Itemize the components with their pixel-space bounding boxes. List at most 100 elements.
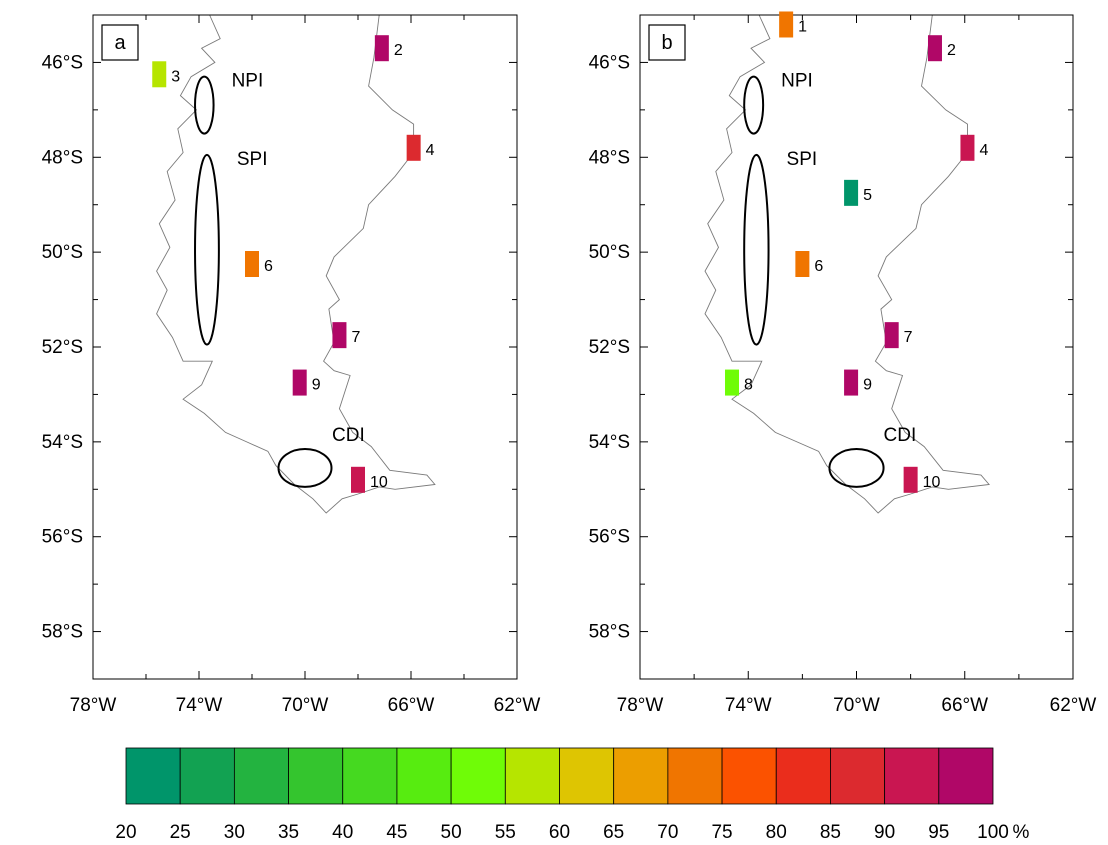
icefield-spi-outline (743, 153, 770, 346)
lat-label: 56°S (589, 527, 630, 548)
station-4-label: 4 (426, 142, 435, 159)
station-9-label: 9 (312, 377, 321, 394)
map-frame (639, 14, 1074, 680)
colorbar-swatch (233, 747, 289, 805)
colorbar-swatch (667, 747, 723, 805)
lat-label: 58°S (589, 622, 630, 643)
colorbar-tick-label: 75 (711, 822, 732, 843)
colorbar-tick-label: 45 (386, 822, 407, 843)
colorbar-swatch (288, 747, 344, 805)
station-10-marker (351, 466, 365, 493)
station-6-label: 6 (264, 258, 273, 275)
colorbar-swatch (775, 747, 831, 805)
icefield-cdi-outline (828, 447, 885, 488)
station-1-marker (779, 11, 794, 38)
lon-label: 62°W (494, 695, 541, 716)
station-8-label: 8 (744, 377, 753, 394)
colorbar-tick-label: 100 (977, 822, 1009, 843)
map-frame (92, 14, 518, 680)
station-3-marker (152, 61, 167, 88)
station-7-label: 7 (904, 329, 913, 346)
colorbar-swatch (504, 747, 560, 805)
colorbar-tick-label: 60 (549, 822, 570, 843)
lon-label: 78°W (617, 695, 664, 716)
icefield-npi-outline (194, 75, 215, 135)
station-9-label: 9 (863, 377, 872, 394)
lon-label: 74°W (176, 695, 223, 716)
coastline (156, 14, 436, 514)
colorbar-swatch (938, 747, 994, 805)
colorbar-tick-label: 85 (820, 822, 841, 843)
lat-label: 46°S (589, 52, 630, 73)
lon-label: 74°W (725, 695, 772, 716)
icefield-cdi-label: CDI (332, 425, 365, 446)
icefield-npi-outline (743, 75, 765, 135)
icefield-npi-label: NPI (781, 71, 813, 92)
lat-label: 54°S (42, 432, 83, 453)
colorbar-swatch (613, 747, 669, 805)
colorbar-tick-label: 50 (441, 822, 462, 843)
colorbar-tick-label: 40 (332, 822, 353, 843)
station-10-marker (903, 466, 918, 493)
lon-label: 70°W (282, 695, 329, 716)
icefield-spi-label: SPI (237, 149, 268, 170)
lat-label: 58°S (42, 622, 83, 643)
colorbar-tick-label: 25 (170, 822, 191, 843)
station-7-label: 7 (351, 329, 360, 346)
colorbar: 20 25 30 35 40 45 50 55 60 65 70 75 80 85 90 95 100% (115, 747, 1030, 843)
station-9-marker (844, 369, 859, 396)
station-4-marker (406, 134, 421, 161)
colorbar-swatch (830, 747, 886, 805)
station-4-marker (960, 134, 975, 161)
colorbar-swatch (179, 747, 235, 805)
station-7-marker (884, 322, 899, 349)
station-4-label: 4 (979, 142, 988, 159)
lat-label: 50°S (589, 242, 630, 263)
lat-label: 48°S (42, 147, 83, 168)
lon-label: 70°W (833, 695, 880, 716)
station-2-label: 2 (947, 42, 956, 59)
station-3-label: 3 (171, 68, 180, 85)
lon-label: 66°W (941, 695, 988, 716)
lat-label: 52°S (42, 337, 83, 358)
coastline (704, 14, 990, 514)
panel-label-box (101, 24, 139, 61)
station-6-marker (795, 251, 810, 277)
colorbar-unit: % (1013, 822, 1030, 843)
colorbar-swatch (450, 747, 506, 805)
colorbar-tick-label: 35 (278, 822, 299, 843)
colorbar-tick-label: 95 (928, 822, 949, 843)
icefield-npi-label: NPI (232, 71, 264, 92)
lat-label: 46°S (42, 52, 83, 73)
panel-label: a (114, 32, 126, 54)
colorbar-swatch (884, 747, 940, 805)
colorbar-tick-label: 90 (874, 822, 895, 843)
colorbar-tick-label: 30 (224, 822, 245, 843)
icefield-cdi-label: CDI (884, 425, 917, 446)
station-10-label: 10 (370, 474, 388, 491)
station-9-marker (292, 369, 307, 396)
station-2-label: 2 (394, 42, 403, 59)
colorbar-swatch (396, 747, 452, 805)
icefield-cdi-outline (277, 447, 333, 488)
panel-a: 46°S 48°S 50°S 52°S 54°S 56°S 58°S 78°W 74°W 70°W… (42, 14, 541, 716)
colorbar-tick-label: 80 (766, 822, 787, 843)
station-8-marker (725, 369, 740, 396)
station-5-marker (844, 179, 859, 206)
lon-label: 78°W (70, 695, 117, 716)
icefield-spi-label: SPI (787, 149, 818, 170)
colorbar-swatch (342, 747, 398, 805)
station-10-label: 10 (923, 474, 941, 491)
colorbar-tick-label: 20 (115, 822, 136, 843)
station-6-label: 6 (814, 258, 823, 275)
colorbar-tick-label: 70 (657, 822, 678, 843)
panel-b: 46°S 48°S 50°S 52°S 54°S 56°S 58°S 78°W 74°W 70°W… (589, 11, 1096, 716)
colorbar-tick-label: 55 (495, 822, 516, 843)
lat-label: 50°S (42, 242, 83, 263)
station-1-label: 1 (798, 18, 807, 35)
station-5-label: 5 (863, 187, 872, 204)
colorbar-swatch (721, 747, 777, 805)
colorbar-swatch (559, 747, 615, 805)
colorbar-tick-label: 65 (603, 822, 624, 843)
